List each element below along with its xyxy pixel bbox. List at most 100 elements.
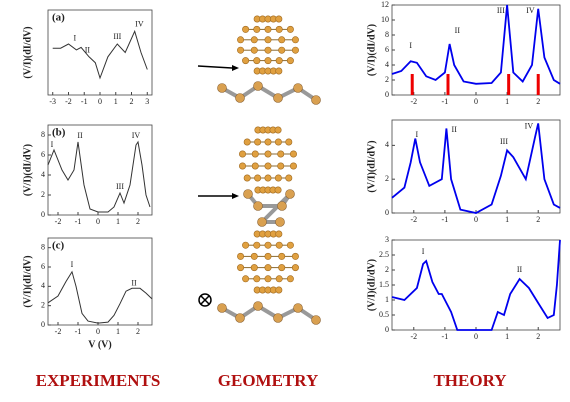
y-tick-label: 4 [385, 60, 389, 69]
atom [275, 25, 283, 33]
plot-frame [391, 4, 561, 96]
y-tick-label: 6 [41, 262, 45, 271]
atom [275, 286, 283, 294]
atom [264, 162, 272, 170]
peak-label: III [500, 137, 508, 146]
y-tick-label: 10 [381, 15, 389, 24]
arrow [197, 65, 233, 69]
x-tick-label: 0 [474, 215, 478, 224]
y-tick-label: 2.5 [379, 250, 389, 259]
atom [264, 150, 272, 158]
atom [285, 138, 293, 146]
atom [250, 252, 258, 260]
x-tick-label: -1 [442, 97, 449, 106]
y-axis-label: (V/I)(dI/dV) [22, 255, 33, 307]
atom [289, 150, 297, 158]
atom [264, 138, 272, 146]
atom [311, 95, 321, 105]
y-tick-label: 0 [385, 208, 389, 217]
atom [264, 264, 272, 272]
atom [277, 162, 285, 170]
x-tick-label: 0 [474, 332, 478, 341]
x-axis-label: V (V) [88, 339, 111, 350]
x-tick-label: -1 [81, 97, 88, 106]
y-axis-label: (V/I)(dI/dV) [22, 26, 33, 78]
y-axis-label: (V/I)(dI/dV) [366, 259, 377, 311]
atom [243, 174, 251, 182]
peak-label: I [73, 34, 76, 43]
data-line [52, 29, 148, 80]
arrow-head [232, 65, 239, 71]
panel-label: (c) [52, 240, 65, 252]
atom [275, 57, 283, 65]
atom [250, 264, 258, 272]
atom [257, 217, 267, 227]
x-tick-label: -3 [49, 97, 56, 106]
x-tick-label: 2 [130, 97, 134, 106]
atom [264, 57, 272, 65]
atom [278, 252, 286, 260]
atom [311, 315, 321, 325]
y-tick-label: 1 [385, 295, 389, 304]
peak-label: IV [132, 131, 141, 140]
data-line [47, 270, 153, 324]
x-tick-label: 0 [98, 97, 102, 106]
x-tick-label: 1 [114, 97, 118, 106]
y-tick-label: 6 [41, 150, 45, 159]
x-tick-label: -2 [410, 215, 417, 224]
atom [243, 189, 253, 199]
atom [237, 36, 245, 44]
atom [264, 252, 272, 260]
atom [254, 174, 262, 182]
atom [273, 313, 283, 323]
atom [253, 201, 263, 211]
y-tick-label: 0 [385, 325, 389, 334]
atom [285, 174, 293, 182]
peak-label: IV [525, 122, 534, 131]
atom [237, 252, 245, 260]
atom [291, 264, 299, 272]
peak-label: I [409, 41, 412, 50]
panel-label: (b) [52, 127, 66, 139]
peak-label: I [71, 260, 74, 269]
atom [242, 241, 250, 249]
y-tick-label: 0.5 [379, 310, 389, 319]
x-tick-label: -2 [410, 332, 417, 341]
data-line [391, 239, 561, 331]
x-tick-label: 2 [536, 97, 540, 106]
atom [253, 241, 261, 249]
atom [264, 241, 272, 249]
atom [253, 25, 261, 33]
peak-label: IV [135, 19, 144, 28]
atom [274, 126, 282, 134]
atom [237, 264, 245, 272]
x-tick-label: -2 [55, 327, 62, 336]
into-page-symbol [200, 295, 210, 305]
x-tick-label: 2 [536, 332, 540, 341]
data-line [47, 140, 151, 213]
x-tick-label: 0 [474, 97, 478, 106]
x-tick-label: 1 [505, 97, 509, 106]
peak-label: IV [526, 6, 535, 15]
peak-label: III [497, 6, 505, 15]
y-tick-label: 12 [381, 0, 389, 9]
y-tick-label: 0 [385, 90, 389, 99]
atom [275, 15, 283, 23]
x-tick-label: 1 [116, 217, 120, 226]
atom [277, 150, 285, 158]
peak-label: I [422, 247, 425, 256]
y-tick-label: 4 [385, 140, 389, 149]
data-line [391, 4, 561, 85]
atom [264, 174, 272, 182]
x-tick-label: 1 [116, 327, 120, 336]
plot-frame [47, 124, 153, 216]
into-page-symbol [198, 293, 212, 307]
column-label: GEOMETRY [218, 371, 318, 390]
x-tick-label: -2 [65, 97, 72, 106]
atom [253, 275, 261, 283]
x-tick-label: 2 [536, 215, 540, 224]
atom [291, 252, 299, 260]
y-axis-label: (V/I)(dI/dV) [366, 140, 377, 192]
x-tick-label: -1 [75, 217, 82, 226]
